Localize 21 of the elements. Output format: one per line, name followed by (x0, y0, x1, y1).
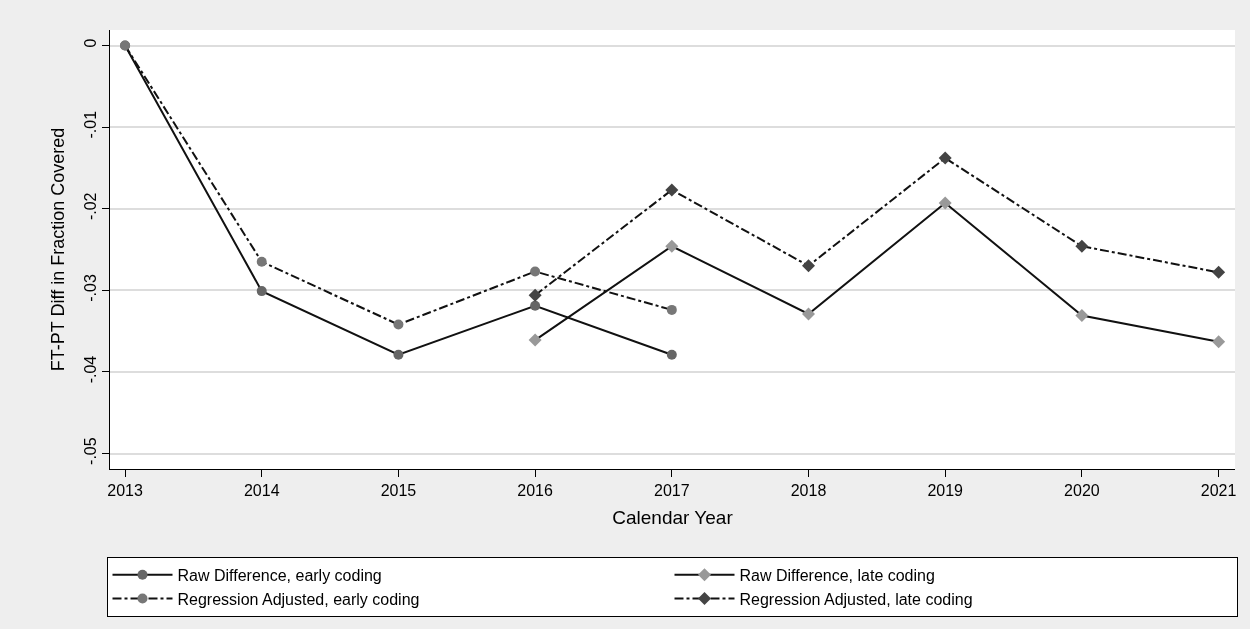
x-tick-label: 2014 (243, 482, 280, 500)
x-tick-label: 2015 (380, 482, 417, 500)
y-tick-label: 0 (81, 38, 99, 48)
x-tick-label: 2019 (927, 482, 964, 500)
x-tick-label: 2020 (1064, 482, 1100, 500)
y-tick-label: -.05 (81, 437, 99, 465)
y-tick-label: -.04 (81, 355, 99, 384)
x-tick-label: 2018 (790, 482, 827, 500)
legend-label: Raw Difference, late coding (739, 566, 935, 584)
x-tick-label: 2017 (654, 482, 690, 500)
x-tick-label: 2016 (517, 482, 554, 500)
y-tick-label: -.01 (81, 110, 99, 139)
y-tick-label: -.03 (81, 274, 99, 302)
y-tick-label: -.02 (81, 192, 99, 221)
legend-label: Raw Difference, early coding (177, 566, 382, 584)
legend-label: Regression Adjusted, early coding (177, 590, 420, 608)
x-tick-label: 2021 (1200, 482, 1237, 500)
x-axis-title: Calendar Year (612, 507, 734, 528)
legend-label: Regression Adjusted, late coding (739, 590, 973, 608)
y-axis-title: FT-PT Diff in Fraction Covered (48, 127, 68, 372)
x-tick-label: 2013 (107, 482, 143, 500)
